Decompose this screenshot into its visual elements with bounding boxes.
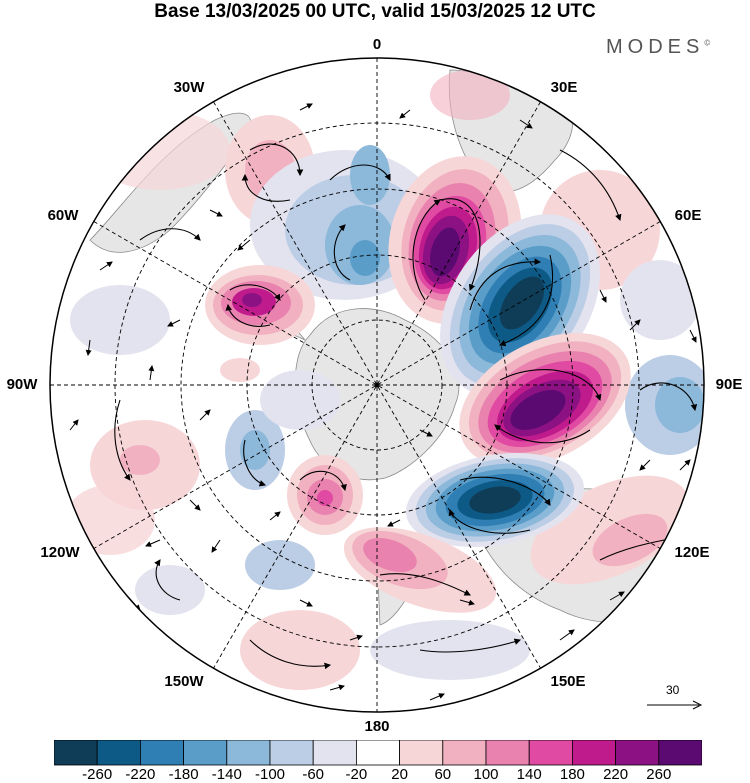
colorbar-tick-label: 180	[559, 766, 585, 783]
lon-label-60w: 60W	[47, 207, 79, 224]
reference-vector-label: 30	[666, 683, 680, 697]
lon-label-180: 180	[364, 718, 390, 735]
colorbar-tick-label: 100	[473, 766, 499, 783]
colorbar-tick-label: 20	[391, 766, 408, 783]
anomaly-field	[65, 70, 704, 690]
colorbar-swatch	[615, 740, 660, 766]
colorbar-swatch	[355, 740, 400, 766]
colorbar	[54, 740, 702, 766]
colorbar-tick-label: -140	[211, 766, 242, 783]
lon-label-30e: 30E	[550, 79, 578, 96]
lon-label-120w: 120W	[40, 544, 80, 561]
map-title: Base 13/03/2025 00 UTC, valid 15/03/2025…	[154, 1, 596, 22]
colorbar-tick-label: -20	[345, 766, 368, 783]
colorbar-swatch	[96, 740, 141, 766]
polar-map	[49, 57, 705, 713]
colorbar-swatch	[183, 740, 228, 766]
colorbar-swatch	[399, 740, 444, 766]
colorbar-swatch	[226, 740, 271, 766]
brand-mark: ©	[704, 38, 711, 48]
reference-vector-arrow	[647, 700, 703, 710]
colorbar-swatch	[528, 740, 573, 766]
lon-label-120e: 120E	[674, 544, 710, 561]
brand-logo: MODES©	[606, 36, 710, 59]
lon-label-60e: 60E	[674, 207, 702, 224]
lon-label-90e: 90E	[715, 376, 743, 393]
lon-label-150e: 150E	[550, 673, 586, 690]
colorbar-tick-label: 220	[603, 766, 629, 783]
colorbar-tick-label: -220	[125, 766, 156, 783]
graticule	[50, 58, 704, 712]
colorbar-tick-label: -100	[254, 766, 286, 783]
colorbar-tick-label: -260	[82, 766, 113, 783]
colorbar-swatch	[312, 740, 357, 766]
colorbar-swatch	[269, 740, 314, 766]
lon-label-150w: 150W	[164, 673, 204, 690]
colorbar-swatch	[658, 740, 702, 766]
colorbar-swatch	[485, 740, 530, 766]
colorbar-tick-label: 140	[516, 766, 542, 783]
colorbar-swatch	[140, 740, 185, 766]
colorbar-tick-label: -60	[302, 766, 325, 783]
colorbar-tick-label: -180	[168, 766, 199, 783]
colorbar-tick-label: 60	[434, 766, 452, 783]
colorbar-swatch	[572, 740, 617, 766]
wind-vectors	[69, 103, 697, 701]
colorbar-swatch	[442, 740, 487, 766]
colorbar-tick-label: 260	[646, 766, 672, 783]
streamlines	[114, 143, 698, 670]
lon-label-90w: 90W	[6, 376, 38, 393]
brand-name: MODES	[606, 36, 705, 58]
lon-label-0: 0	[372, 36, 382, 53]
lon-label-30w: 30W	[173, 79, 205, 96]
colorbar-swatch	[54, 740, 98, 766]
map-boundary	[49, 57, 705, 713]
